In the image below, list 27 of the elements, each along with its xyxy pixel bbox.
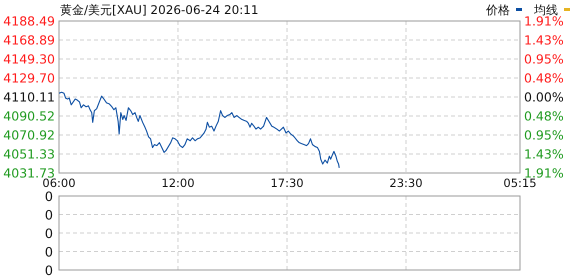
text: 0	[44, 227, 53, 242]
y2-tick-label: 0.95%	[524, 52, 564, 67]
y-tick-label: 4110.11	[3, 90, 55, 104]
x-tick-label: 12:00	[161, 176, 195, 190]
y2-tick-label: 1.43%	[524, 32, 564, 48]
y2-tick-label: 0.48%	[524, 70, 564, 86]
y-tick-label: 4090.52	[3, 108, 55, 124]
text: 0	[44, 208, 53, 224]
x-tick-label: 17:30	[270, 176, 304, 190]
y-tick-label: 4168.89	[3, 32, 56, 48]
y-tick-label: 4051.33	[3, 146, 55, 162]
x-tick-label: 23:30	[389, 176, 423, 190]
y2-tick-label: 0.48%	[524, 108, 564, 124]
chart-title: 黄金/美元[XAU] 2026-06-24 20:11	[60, 3, 259, 17]
y2-tick-label: 0.95%	[524, 127, 564, 142]
y-tick-label: 4188.49	[3, 14, 56, 28]
text: 0	[44, 246, 53, 260]
y2-tick-label: 0.00%	[524, 90, 564, 104]
x-tick-label: 05:15	[503, 176, 537, 190]
y-tick-label: 4129.70	[3, 70, 56, 86]
y-tick-label: 4149.30	[3, 52, 56, 66]
legend-label: 均线	[533, 3, 558, 17]
text: 0	[44, 264, 53, 276]
text: 0	[44, 190, 53, 205]
y-tick-label: 4070.92	[3, 128, 55, 142]
legend-label: 价格	[485, 3, 510, 17]
y2-tick-label: 1.43%	[524, 146, 564, 162]
